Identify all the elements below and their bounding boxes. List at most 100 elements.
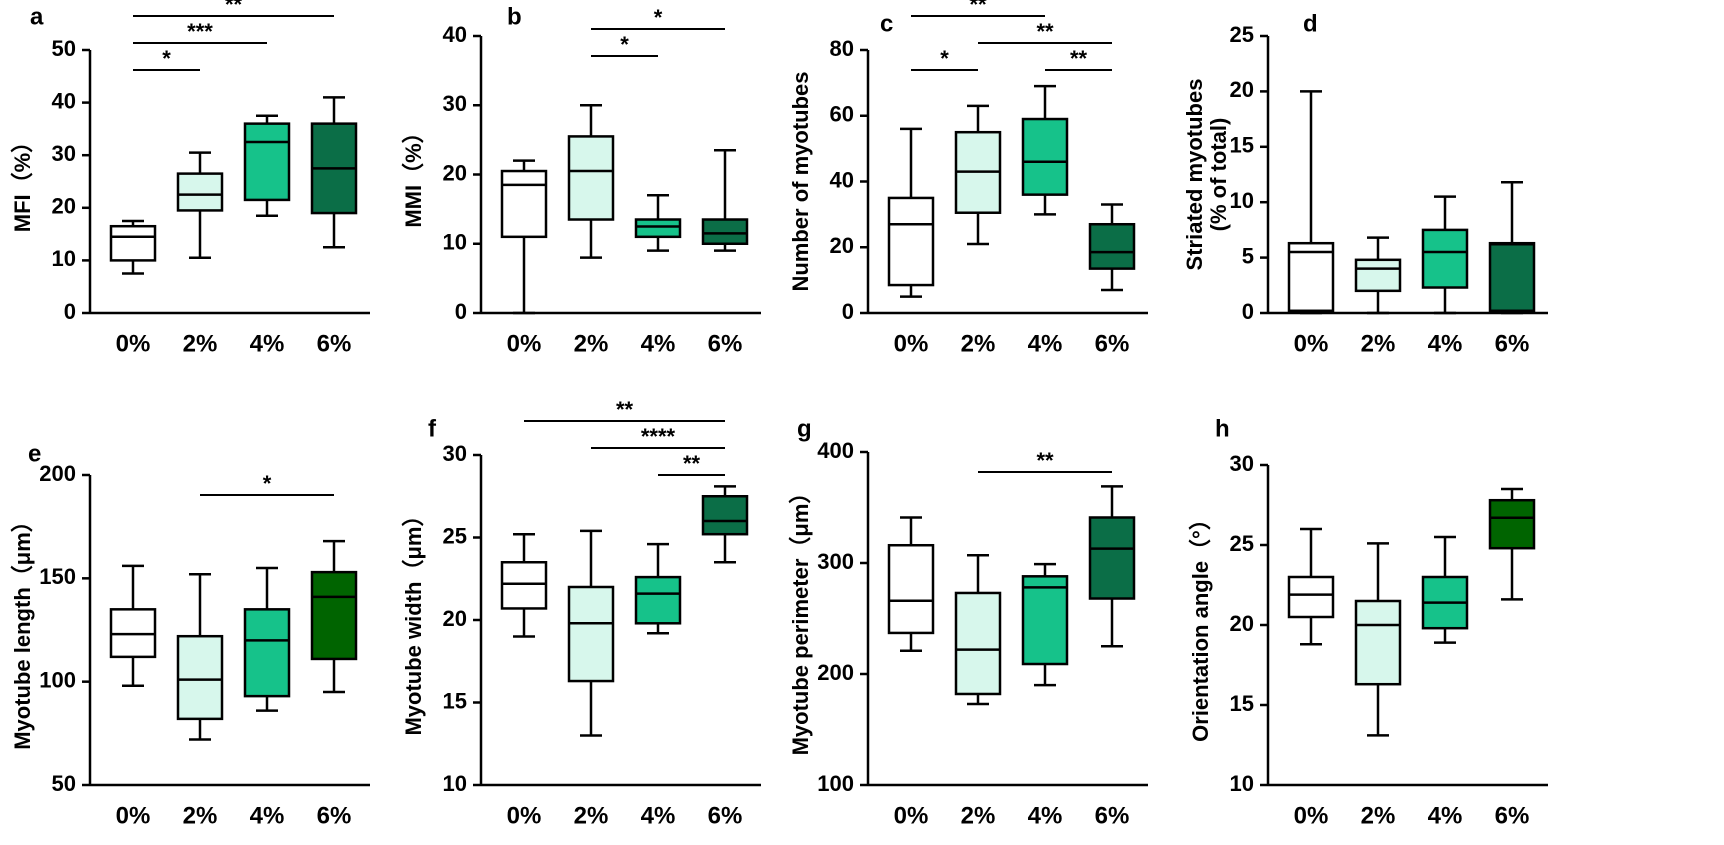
y-axis-label: (% of total) — [1206, 118, 1231, 232]
x-tick-label: 0% — [116, 330, 151, 357]
significance-label: *** — [187, 19, 213, 44]
x-tick-label: 4% — [641, 330, 676, 357]
x-tick-label: 0% — [1294, 330, 1329, 357]
x-tick-label: 0% — [116, 802, 151, 829]
y-tick-label: 30 — [1230, 451, 1254, 476]
x-tick-label: 0% — [507, 802, 542, 829]
box — [567, 135, 615, 221]
y-tick-label: 0 — [455, 299, 467, 324]
panel-letter: a — [30, 3, 44, 30]
x-tick-label: 0% — [507, 330, 542, 357]
y-tick-label: 0 — [64, 299, 76, 324]
y-axis-label: Number of myotubes — [788, 71, 813, 291]
y-tick-label: 40 — [443, 22, 467, 47]
significance-label: ** — [616, 397, 634, 422]
panel: b 0 10 20 30 40 MMI（%） 0% 2% 4% 6% * * — [401, 3, 761, 357]
x-tick-label: 2% — [183, 330, 218, 357]
panel: h 10 15 20 25 30 Orientation angle（°） 0% 2% 4% 6% — [1188, 415, 1548, 829]
x-tick-label: 2% — [961, 802, 996, 829]
x-tick-label: 4% — [641, 802, 676, 829]
y-axis-label: Striated myotubes — [1182, 79, 1207, 271]
box — [500, 561, 548, 610]
y-axis-label: MMI（%） — [401, 121, 426, 227]
box — [1287, 241, 1335, 313]
y-tick-label: 150 — [39, 564, 76, 589]
y-tick-label: 0 — [1242, 299, 1254, 324]
box — [1354, 599, 1402, 686]
y-tick-label: 20 — [52, 194, 76, 219]
box — [1021, 575, 1069, 666]
box — [954, 591, 1002, 696]
y-tick-label: 10 — [443, 771, 467, 796]
y-axis-label: Myotube width（μm） — [401, 504, 426, 735]
x-tick-label: 6% — [1495, 802, 1530, 829]
y-tick-label: 100 — [39, 667, 76, 692]
y-tick-label: 60 — [830, 102, 854, 127]
y-tick-label: 200 — [817, 660, 854, 685]
y-tick-label: 400 — [817, 438, 854, 463]
significance-label: ** — [1070, 46, 1088, 71]
significance-label: * — [620, 32, 629, 57]
box — [1088, 222, 1136, 270]
x-tick-label: 4% — [1428, 330, 1463, 357]
significance-label: ** — [969, 0, 987, 17]
y-tick-label: 10 — [1230, 188, 1254, 213]
x-tick-label: 2% — [1361, 330, 1396, 357]
x-tick-label: 2% — [961, 330, 996, 357]
panel-letter: d — [1303, 10, 1318, 37]
y-tick-label: 20 — [443, 606, 467, 631]
significance-label: * — [654, 5, 663, 30]
y-tick-label: 20 — [1230, 77, 1254, 102]
y-tick-label: 10 — [443, 230, 467, 255]
y-tick-label: 30 — [443, 91, 467, 116]
x-tick-label: 2% — [574, 802, 609, 829]
y-tick-label: 5 — [1242, 243, 1254, 268]
y-tick-label: 200 — [39, 461, 76, 486]
y-tick-label: 10 — [52, 246, 76, 271]
x-tick-label: 0% — [1294, 802, 1329, 829]
significance-label: ** — [1036, 19, 1054, 44]
box — [634, 575, 682, 625]
y-tick-label: 40 — [830, 167, 854, 192]
y-tick-label: 40 — [52, 88, 76, 113]
panel-letter: f — [428, 415, 437, 442]
y-tick-label: 80 — [830, 36, 854, 61]
x-tick-label: 6% — [708, 802, 743, 829]
y-tick-label: 15 — [1230, 691, 1254, 716]
y-tick-label: 50 — [52, 36, 76, 61]
x-tick-label: 2% — [183, 802, 218, 829]
y-tick-label: 15 — [1230, 133, 1254, 158]
y-tick-label: 20 — [1230, 611, 1254, 636]
box — [887, 543, 935, 635]
box — [176, 634, 224, 721]
x-tick-label: 0% — [894, 802, 929, 829]
box — [243, 608, 291, 698]
box — [701, 495, 749, 536]
panel-letter: e — [28, 440, 41, 467]
box — [1287, 575, 1335, 619]
x-tick-label: 6% — [1095, 330, 1130, 357]
y-axis-label: MFI（%） — [10, 131, 35, 232]
y-tick-label: 25 — [443, 523, 467, 548]
y-axis-label: Myotube perimeter（μm） — [788, 482, 813, 756]
box — [1488, 241, 1536, 313]
x-tick-label: 4% — [250, 330, 285, 357]
panel-letter: g — [797, 415, 812, 442]
box — [1488, 498, 1536, 550]
x-tick-label: 0% — [894, 330, 929, 357]
box — [1421, 228, 1469, 289]
box — [109, 224, 157, 262]
panel-letter: c — [880, 10, 893, 37]
x-tick-label: 4% — [1428, 802, 1463, 829]
box — [887, 196, 935, 287]
significance-label: **** — [641, 424, 676, 449]
x-tick-label: 6% — [1095, 802, 1130, 829]
y-tick-label: 25 — [1230, 531, 1254, 556]
box — [176, 172, 224, 212]
significance-label: * — [263, 471, 272, 496]
significance-label: * — [162, 46, 171, 71]
